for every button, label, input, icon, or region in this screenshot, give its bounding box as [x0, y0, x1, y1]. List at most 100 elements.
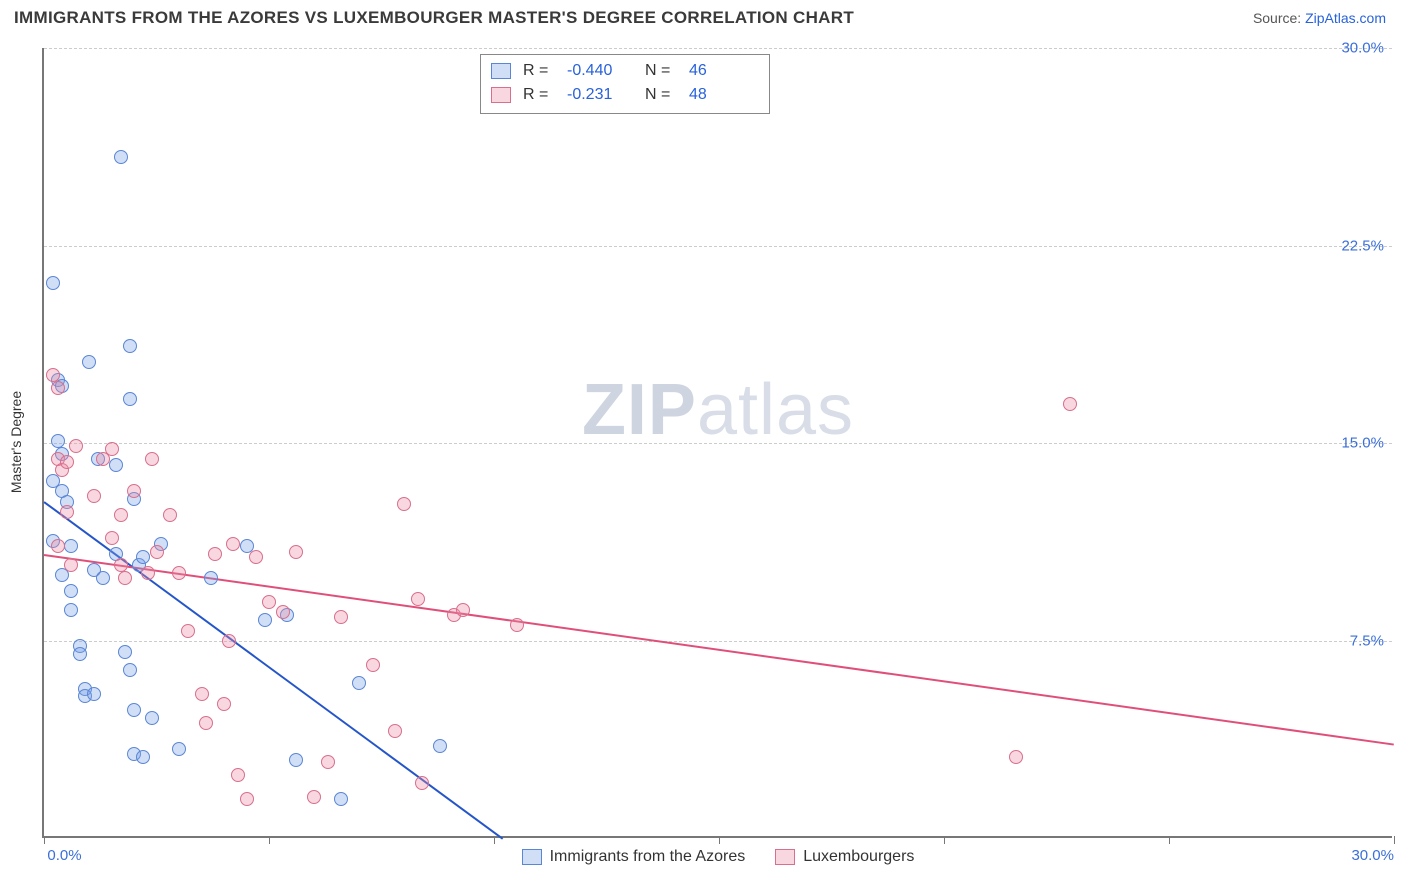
r-value: -0.231	[567, 86, 637, 104]
y-tick-label: 7.5%	[1350, 632, 1384, 649]
data-point-lux	[114, 508, 128, 522]
r-value: -0.440	[567, 62, 637, 80]
data-point-lux	[163, 508, 177, 522]
data-point-lux	[334, 610, 348, 624]
r-label: R =	[523, 62, 559, 80]
x-tick	[494, 836, 495, 844]
y-axis-label: Master's Degree	[8, 391, 24, 493]
x-tick	[1169, 836, 1170, 844]
gridline	[44, 246, 1392, 247]
y-tick-label: 15.0%	[1341, 435, 1384, 452]
data-point-azores	[87, 687, 101, 701]
data-point-lux	[51, 539, 65, 553]
data-point-lux	[69, 439, 83, 453]
data-point-lux	[240, 792, 254, 806]
data-point-azores	[123, 663, 137, 677]
data-point-lux	[226, 537, 240, 551]
x-tick	[44, 836, 45, 844]
legend-label: Immigrants from the Azores	[550, 848, 746, 866]
data-point-lux	[118, 571, 132, 585]
data-point-lux	[150, 545, 164, 559]
data-point-lux	[141, 566, 155, 580]
legend-item-azores: Immigrants from the Azores	[522, 848, 746, 866]
data-point-lux	[195, 687, 209, 701]
data-point-lux	[105, 531, 119, 545]
legend-label: Luxembourgers	[803, 848, 914, 866]
source-link[interactable]: ZipAtlas.com	[1305, 10, 1386, 26]
x-tick	[1394, 836, 1395, 844]
data-point-azores	[114, 150, 128, 164]
data-point-lux	[307, 790, 321, 804]
data-point-azores	[51, 434, 65, 448]
data-point-lux	[456, 603, 470, 617]
y-tick-label: 22.5%	[1341, 237, 1384, 254]
data-point-lux	[411, 592, 425, 606]
data-point-lux	[222, 634, 236, 648]
data-point-azores	[145, 711, 159, 725]
data-point-azores	[204, 571, 218, 585]
data-point-lux	[510, 618, 524, 632]
legend-series: Immigrants from the Azores Luxembourgers	[44, 848, 1392, 866]
gridline	[44, 443, 1392, 444]
r-label: R =	[523, 86, 559, 104]
data-point-lux	[87, 489, 101, 503]
watermark: ZIPatlas	[582, 369, 854, 451]
n-value: 46	[689, 62, 759, 80]
data-point-azores	[109, 458, 123, 472]
legend-stats: R = -0.440 N = 46 R = -0.231 N = 48	[480, 54, 770, 114]
data-point-lux	[397, 497, 411, 511]
data-point-azores	[433, 739, 447, 753]
data-point-azores	[64, 539, 78, 553]
data-point-azores	[172, 742, 186, 756]
gridline	[44, 641, 1392, 642]
legend-stat-row-lux: R = -0.231 N = 48	[491, 83, 759, 107]
source-attribution: Source: ZipAtlas.com	[1253, 10, 1386, 26]
n-label: N =	[645, 62, 681, 80]
data-point-azores	[258, 613, 272, 627]
x-tick	[719, 836, 720, 844]
data-point-azores	[73, 647, 87, 661]
data-point-azores	[82, 355, 96, 369]
legend-swatch-azores	[491, 63, 511, 79]
y-tick-label: 30.0%	[1341, 40, 1384, 57]
data-point-azores	[127, 703, 141, 717]
n-label: N =	[645, 86, 681, 104]
n-value: 48	[689, 86, 759, 104]
data-point-azores	[123, 339, 137, 353]
data-point-lux	[172, 566, 186, 580]
data-point-lux	[231, 768, 245, 782]
data-point-lux	[145, 452, 159, 466]
data-point-lux	[366, 658, 380, 672]
data-point-lux	[208, 547, 222, 561]
gridline	[44, 48, 1392, 49]
plot-area: ZIPatlas Master's Degree R =-0.440N =46R…	[42, 48, 1392, 838]
data-point-lux	[276, 605, 290, 619]
data-point-lux	[217, 697, 231, 711]
x-tick	[944, 836, 945, 844]
data-point-lux	[289, 545, 303, 559]
data-point-azores	[136, 550, 150, 564]
data-point-lux	[1063, 397, 1077, 411]
data-point-lux	[321, 755, 335, 769]
data-point-lux	[60, 455, 74, 469]
data-point-lux	[64, 558, 78, 572]
data-point-azores	[136, 750, 150, 764]
data-point-lux	[1009, 750, 1023, 764]
data-point-lux	[60, 505, 74, 519]
data-point-lux	[388, 724, 402, 738]
data-point-azores	[289, 753, 303, 767]
data-point-lux	[114, 558, 128, 572]
data-point-lux	[51, 381, 65, 395]
data-point-azores	[64, 584, 78, 598]
data-point-azores	[64, 603, 78, 617]
data-point-lux	[46, 368, 60, 382]
x-tick-label: 30.0%	[1351, 847, 1394, 864]
x-tick-label: 0.0%	[47, 847, 81, 864]
data-point-azores	[118, 645, 132, 659]
data-point-azores	[123, 392, 137, 406]
data-point-lux	[249, 550, 263, 564]
x-tick	[269, 836, 270, 844]
page-title: IMMIGRANTS FROM THE AZORES VS LUXEMBOURG…	[14, 8, 854, 28]
data-point-lux	[415, 776, 429, 790]
correlation-chart: ZIPatlas Master's Degree R =-0.440N =46R…	[42, 48, 1392, 838]
